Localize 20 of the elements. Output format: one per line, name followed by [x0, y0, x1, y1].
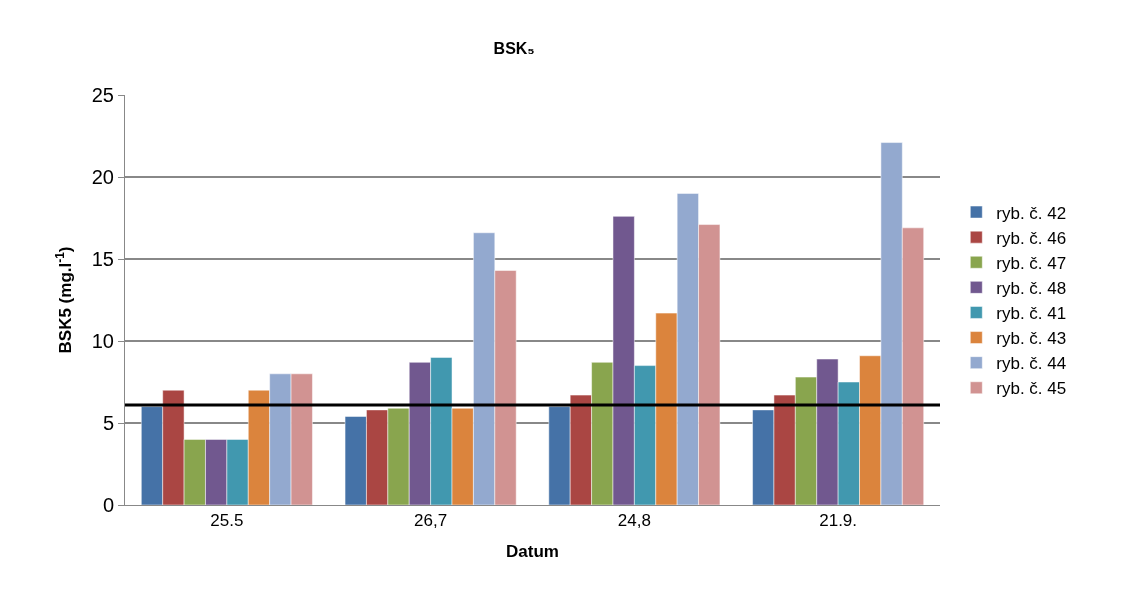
- chart-title: BSK₅: [493, 39, 535, 57]
- legend-label: ryb. č. 43: [996, 329, 1067, 349]
- x-tick-label: 21.9.: [819, 511, 858, 531]
- legend-label: ryb. č. 45: [996, 379, 1067, 399]
- legend-label: ryb. č. 42: [996, 203, 1067, 223]
- y-tick-label: 15: [91, 248, 114, 270]
- y-tick-label: 20: [91, 166, 114, 188]
- x-tick-label: 25.5: [210, 511, 244, 531]
- x-tick-label: 26,7: [414, 511, 448, 531]
- legend-label: ryb. č. 41: [996, 304, 1067, 324]
- legend-label: ryb. č. 46: [996, 228, 1067, 248]
- x-axis-title: Datum: [506, 541, 559, 561]
- y-tick-label: 25: [91, 84, 114, 106]
- x-tick-label: 24,8: [617, 511, 651, 531]
- legend-label: ryb. č. 47: [996, 253, 1067, 273]
- legend-label: ryb. č. 48: [996, 278, 1067, 298]
- y-tick-label: 0: [102, 494, 114, 516]
- legend-label: ryb. č. 44: [996, 354, 1067, 374]
- y-tick-label: 10: [91, 330, 114, 352]
- y-tick-label: 5: [102, 412, 114, 434]
